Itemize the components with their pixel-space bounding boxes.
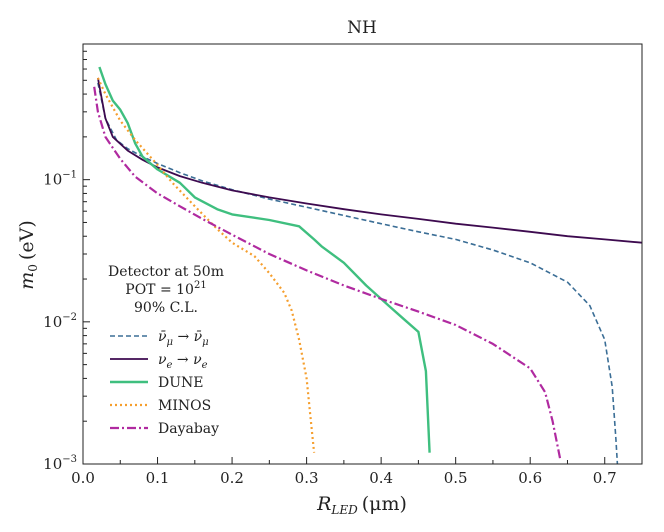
x-axis-title: RLED (μm) [316,493,407,517]
x-axis: 0.0 0.1 0.2 0.3 0.4 0.5 0.6 0.7 [71,457,643,487]
x-tick-label: 0.7 [593,469,617,487]
legend-label-4: Dayabay [158,421,219,437]
legend: ν̄μ → ν̄μ νe → νe DUNE MINOS Dayabay [110,329,219,437]
y-tick-label: 10−3 [43,454,77,473]
y-axis-title: m0(eV) [16,220,40,289]
legend-label-0: ν̄μ → ν̄μ [158,329,209,348]
x-tick-label: 0.4 [369,469,393,487]
y-tick-label: 10−1 [43,170,77,189]
series-line-1 [97,77,643,244]
x-tick-label: 0.6 [518,469,542,487]
annotation-cl: 90% C.L. [134,300,198,316]
annotation-pot: POT = 1021 [125,280,206,298]
series-line-2 [98,66,431,453]
legend-label-3: MINOS [158,398,211,414]
legend-label-2: DUNE [158,375,204,391]
legend-label-1: νe → νe [158,352,208,371]
x-tick-label: 0.5 [444,469,468,487]
y-axis: 10−1 10−2 10−3 [43,43,90,473]
x-tick-label: 0.1 [146,469,170,487]
annotation: Detector at 50m POT = 1021 90% C.L. [108,264,224,316]
series-line-4 [93,86,562,459]
plot-lines [93,66,643,465]
x-tick-label: 0.2 [220,469,244,487]
y-tick-label: 10−2 [43,312,77,331]
chart-title: NH [347,18,377,38]
x-tick-label: 0.0 [71,469,95,487]
annotation-detector: Detector at 50m [108,264,224,280]
x-tick-label: 0.3 [295,469,319,487]
